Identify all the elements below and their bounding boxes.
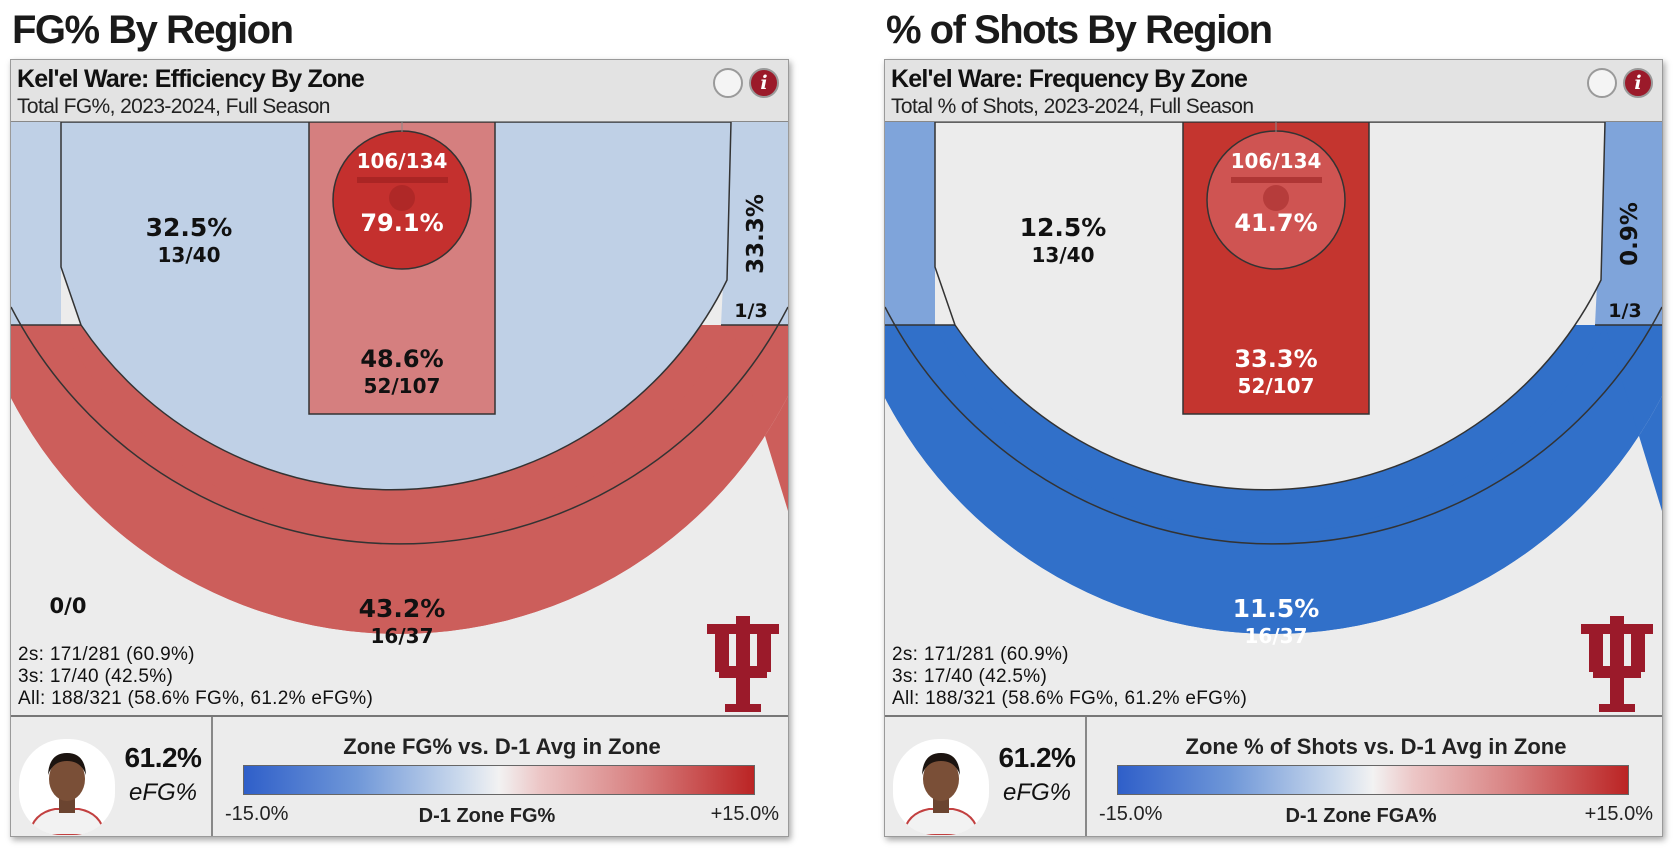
three-attempts-label: 16/37	[1245, 624, 1308, 648]
logo-stem	[736, 616, 750, 708]
player-avatar	[19, 739, 115, 835]
three-point-band	[885, 325, 1662, 634]
left-corner-attempts-label: 0/0	[50, 594, 87, 618]
footer-divider	[211, 717, 213, 836]
card-footer: 61.2% eFG% Zone FG% vs. D-1 Avg in Zone …	[11, 715, 788, 836]
right-corner-attempts-label: 1/3	[734, 300, 767, 322]
legend-max-label: +15.0%	[710, 803, 779, 825]
efficiency-card: Kel'el Ware: Efficiency By Zone Total FG…	[10, 59, 789, 837]
logo-right-prong	[1631, 624, 1645, 672]
outer-arc-line	[885, 306, 1662, 545]
legend-max-label: +15.0%	[1584, 803, 1653, 825]
rim-value-label: 79.1%	[360, 209, 443, 237]
info-icon[interactable]: i	[749, 68, 779, 98]
card-header: Kel'el Ware: Frequency By Zone Total % o…	[885, 60, 1662, 122]
card-title: Kel'el Ware: Efficiency By Zone	[17, 65, 365, 93]
efg-value: 61.2%	[124, 742, 202, 773]
efg-label: eFG%	[1002, 779, 1071, 806]
left-corner-zone	[11, 122, 61, 325]
neck-shape	[59, 797, 75, 813]
right-corner-zone	[721, 122, 788, 325]
frequency-card: Kel'el Ware: Frequency By Zone Total % o…	[884, 59, 1663, 837]
hair-shape	[922, 753, 960, 775]
right-corner-value-label: 0.9%	[1617, 202, 1643, 266]
card-footer: 61.2% eFG% Zone % of Shots vs. D-1 Avg i…	[885, 715, 1662, 836]
three-point-band	[11, 325, 788, 634]
shot-chart: 106/134 79.1% 48.6% 52/107 32.5% 13/40 33.3% 1/…	[11, 122, 788, 715]
three-attempts-label: 16/37	[371, 624, 434, 648]
mid-range-value-label: 32.5%	[146, 213, 233, 242]
neck-shape	[933, 797, 949, 813]
efg-label: eFG%	[128, 779, 197, 806]
paint-attempts-label: 52/107	[1238, 374, 1315, 398]
three-value-label: 11.5%	[1233, 594, 1320, 623]
legend-title: Zone % of Shots vs. D-1 Avg in Zone	[1185, 734, 1567, 759]
backcourt-outer	[885, 325, 1662, 715]
stat-line-threes: 3s: 17/40 (42.5%)	[892, 666, 1048, 687]
footer-divider	[1085, 717, 1087, 836]
efg-value: 61.2%	[998, 742, 1076, 773]
mid-range-value-label: 12.5%	[1020, 213, 1107, 242]
court-svg: 106/134 41.7% 33.3%52/107 12.5%13/40 0.9% 1/3…	[885, 122, 1662, 715]
logo-left-prong	[1589, 624, 1603, 672]
paint-value-label: 33.3%	[1234, 345, 1317, 373]
rim-attempts-label: 106/134	[1231, 149, 1322, 173]
stat-line-twos: 2s: 171/281 (60.9%)	[18, 644, 195, 665]
avatar-svg	[901, 753, 981, 835]
team-logo	[1581, 616, 1653, 712]
card-subtitle: Total FG%, 2023-2024, Full Season	[17, 95, 330, 118]
right-corner-attempts-label: 1/3	[1608, 300, 1641, 322]
face-shape	[49, 757, 85, 801]
right-corner-zone	[1595, 122, 1662, 325]
logo-left-prong	[715, 624, 729, 672]
hoop-mark	[389, 185, 415, 211]
court-svg: 106/134 79.1% 48.6%52/107 32.5%13/40 33.3% 1/…	[11, 122, 788, 715]
team-logo	[707, 616, 779, 712]
avatar-svg	[27, 753, 107, 835]
player-avatar	[893, 739, 989, 835]
legend-gradient-bar	[1117, 765, 1629, 795]
card-header: Kel'el Ware: Efficiency By Zone Total FG…	[11, 60, 788, 122]
legend-title: Zone FG% vs. D-1 Avg in Zone	[343, 734, 661, 759]
stat-line-threes: 3s: 17/40 (42.5%)	[18, 666, 174, 687]
stat-line-all: All: 188/321 (58.6% FG%, 61.2% eFG%)	[892, 688, 1248, 709]
hoop-mark	[1263, 185, 1289, 211]
right-corner-value-label: 33.3%	[743, 194, 769, 274]
logo-base	[725, 704, 761, 712]
hair-shape	[48, 753, 86, 775]
info-icon[interactable]: i	[1623, 68, 1653, 98]
paint-value-label: 48.6%	[360, 345, 443, 373]
logo-crossbar	[1593, 666, 1641, 678]
logo-base	[1599, 704, 1635, 712]
mid-range-attempts-label: 13/40	[158, 243, 221, 267]
left-corner-zone	[885, 122, 935, 325]
panel-title-frequency: % of Shots By Region	[886, 8, 1273, 52]
toggle-circle-button[interactable]	[1587, 68, 1617, 98]
toggle-circle-button[interactable]	[713, 68, 743, 98]
stat-line-all: All: 188/321 (58.6% FG%, 61.2% eFG%)	[18, 688, 374, 709]
card-title: Kel'el Ware: Frequency By Zone	[891, 65, 1248, 93]
rim-attempts-label: 106/134	[357, 149, 448, 173]
face-shape	[923, 757, 959, 801]
legend-mid-label: D-1 Zone FGA%	[1285, 805, 1437, 827]
legend-min-label: -15.0%	[1099, 803, 1163, 825]
logo-crossbar	[719, 666, 767, 678]
card-subtitle: Total % of Shots, 2023-2024, Full Season	[891, 95, 1254, 118]
logo-stem	[1610, 616, 1624, 708]
legend-min-label: -15.0%	[225, 803, 289, 825]
outer-arc-line	[11, 306, 788, 545]
legend-mid-label: D-1 Zone FG%	[418, 805, 556, 827]
rim-value-label: 41.7%	[1234, 209, 1317, 237]
stat-line-twos: 2s: 171/281 (60.9%)	[892, 644, 1069, 665]
legend-gradient-bar	[243, 765, 755, 795]
backcourt-outer	[11, 325, 788, 715]
mid-range-attempts-label: 13/40	[1032, 243, 1095, 267]
shot-chart: 106/134 41.7% 33.3% 52/107 12.5% 13/40 0.9% 1/3…	[885, 122, 1662, 715]
panel-title-efficiency: FG% By Region	[12, 8, 294, 52]
paint-attempts-label: 52/107	[364, 374, 441, 398]
logo-right-prong	[757, 624, 771, 672]
three-value-label: 43.2%	[359, 594, 446, 623]
